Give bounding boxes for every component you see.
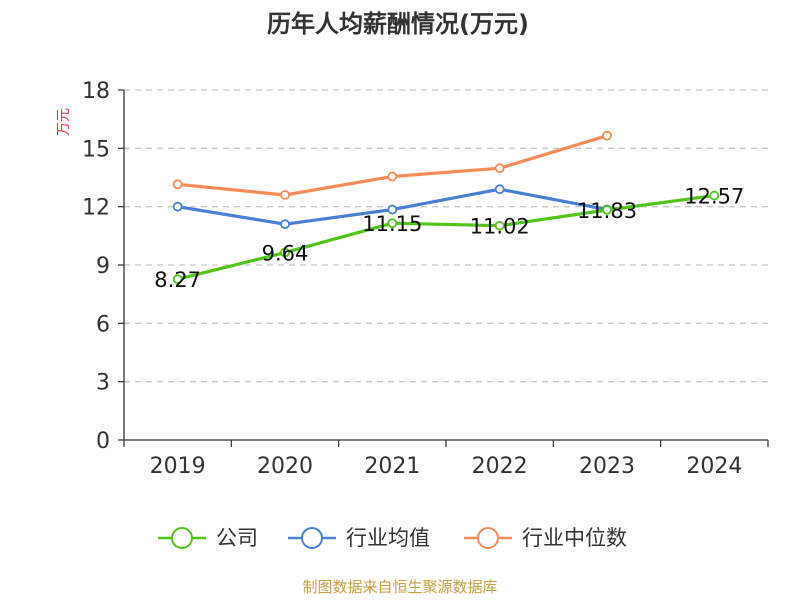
legend-marker bbox=[301, 527, 323, 549]
x-tick-label: 2022 bbox=[472, 454, 528, 479]
x-tick-label: 2023 bbox=[579, 454, 635, 479]
series-group bbox=[172, 130, 720, 285]
data-label: 9.64 bbox=[262, 242, 309, 266]
data-label: 8.27 bbox=[154, 268, 201, 292]
data-point[interactable] bbox=[602, 130, 612, 141]
legend-item-0[interactable]: 公司 bbox=[158, 526, 258, 550]
legend-label: 公司 bbox=[216, 526, 258, 550]
data-label: 11.83 bbox=[577, 199, 637, 223]
data-label: 12.57 bbox=[684, 185, 744, 209]
x-tick-label: 2024 bbox=[686, 454, 742, 479]
data-point[interactable] bbox=[494, 184, 505, 195]
data-point[interactable] bbox=[602, 205, 612, 215]
data-labels: 8.27 9.64 11.15 11.02 11.83 12.57 bbox=[154, 185, 744, 293]
y-tick-label: 15 bbox=[82, 137, 110, 162]
chart-title: 历年人均薪酬情况(万元) bbox=[267, 10, 529, 38]
series-line-0 bbox=[176, 194, 716, 281]
data-point[interactable] bbox=[172, 201, 183, 212]
legend-label: 行业均值 bbox=[346, 526, 430, 550]
data-point[interactable] bbox=[172, 179, 183, 190]
data-point[interactable] bbox=[280, 190, 290, 200]
data-point[interactable] bbox=[494, 163, 505, 174]
legend-item-1[interactable]: 行业均值 bbox=[288, 526, 430, 550]
source-note: 制图数据来自恒生聚源数据库 bbox=[302, 578, 497, 596]
y-tick-label: 12 bbox=[82, 196, 110, 221]
legend-item-2[interactable]: 行业中位数 bbox=[464, 526, 627, 550]
legend[interactable]: 公司 行业均值 行业中位数 bbox=[158, 526, 627, 550]
data-point[interactable] bbox=[172, 274, 183, 285]
data-point[interactable] bbox=[494, 220, 505, 231]
grid bbox=[124, 89, 768, 383]
data-point[interactable] bbox=[387, 171, 398, 182]
series-line-2 bbox=[176, 134, 609, 197]
data-label: 11.15 bbox=[362, 212, 422, 236]
legend-marker bbox=[477, 527, 499, 549]
y-axis-label: 万元 bbox=[56, 108, 72, 136]
data-point[interactable] bbox=[280, 247, 290, 258]
legend-label: 行业中位数 bbox=[522, 526, 627, 550]
y-tick-label: 3 bbox=[96, 371, 110, 396]
axes: 0 3 6 9 12 15 18 2019 2020 2021 2022 2023 2024 bbox=[82, 79, 769, 479]
data-point[interactable] bbox=[280, 219, 290, 230]
data-label: 11.02 bbox=[470, 215, 530, 239]
x-tick-label: 2021 bbox=[364, 454, 420, 479]
y-tick-label: 0 bbox=[96, 429, 110, 454]
y-tick-label: 6 bbox=[96, 312, 110, 337]
x-tick-label: 2020 bbox=[257, 454, 313, 479]
data-point[interactable] bbox=[387, 218, 398, 229]
legend-marker bbox=[171, 527, 193, 549]
y-tick-label: 18 bbox=[82, 79, 110, 104]
x-tick-label: 2019 bbox=[150, 454, 206, 479]
y-tick-label: 9 bbox=[96, 254, 110, 279]
data-point[interactable] bbox=[709, 190, 720, 201]
data-point[interactable] bbox=[387, 204, 398, 215]
